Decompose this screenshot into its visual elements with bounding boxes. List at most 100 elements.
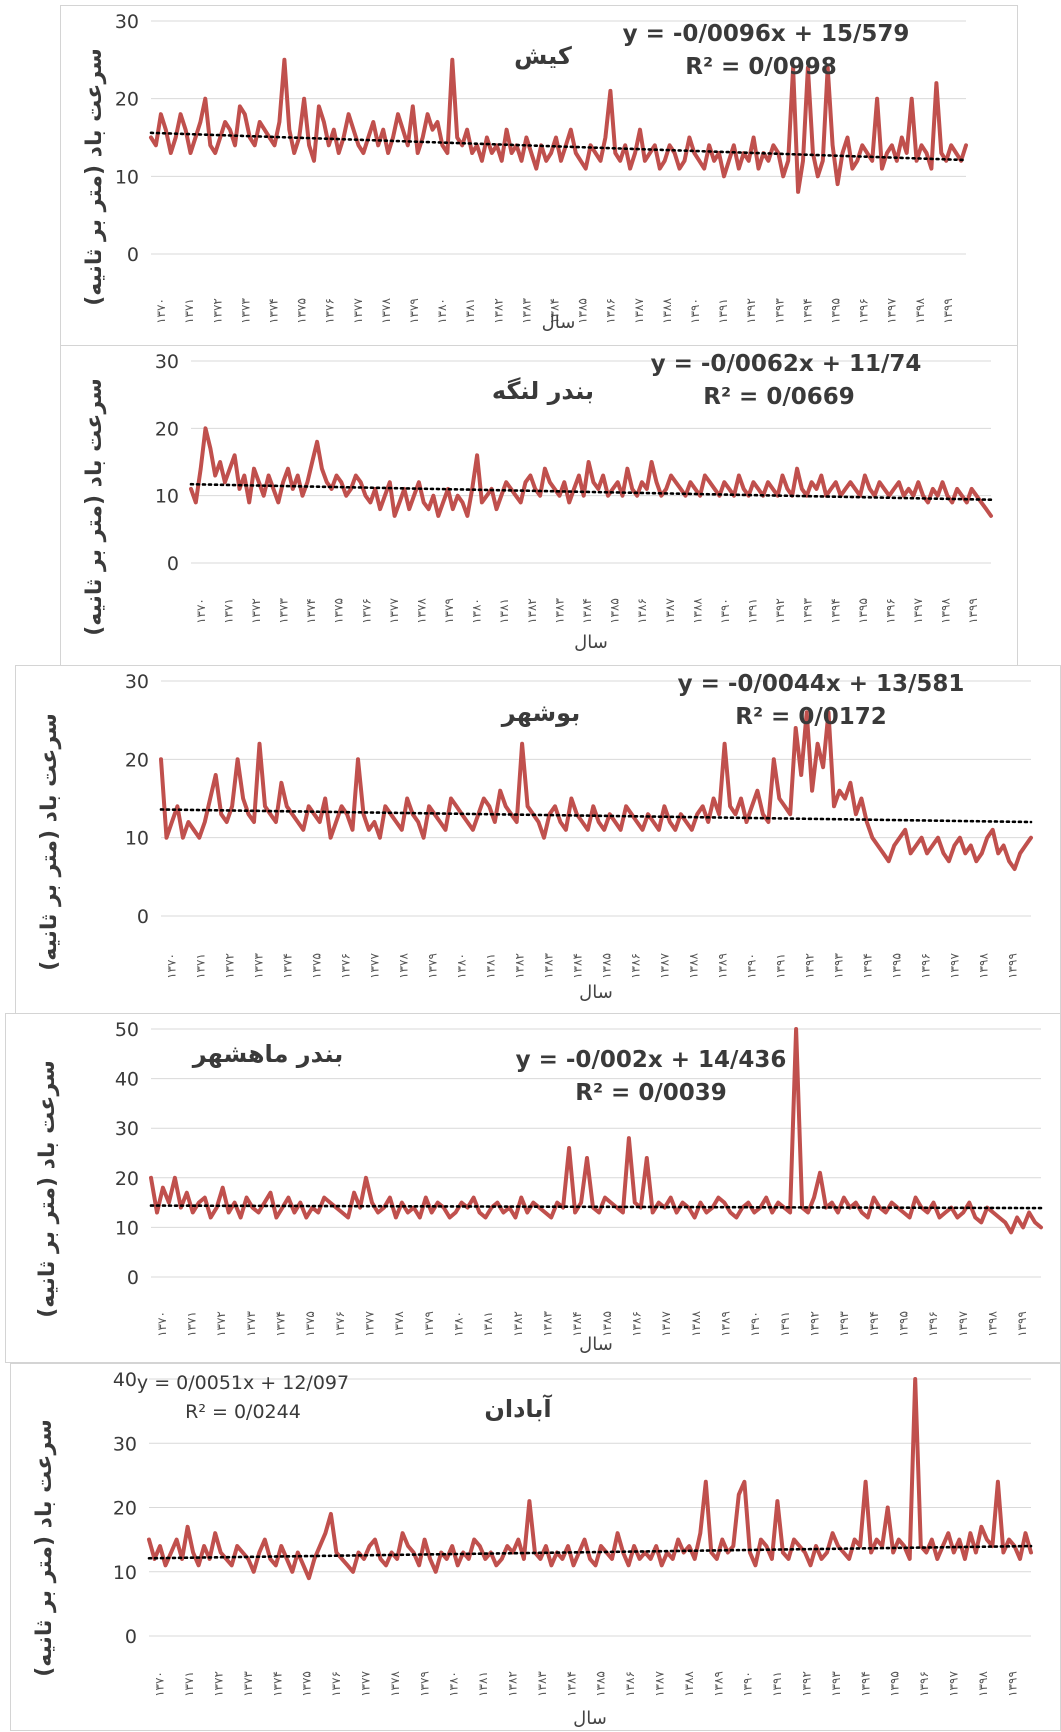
x-tick-label: ۱۳۹۵ — [829, 298, 843, 324]
x-tick-label: ۱۳۸۷ — [653, 1671, 667, 1697]
x-tick-label: ۱۳۸۶ — [635, 598, 649, 624]
x-tick-label: ۱۳۸۳ — [541, 1311, 555, 1337]
x-tick-label: ۱۳۷۰ — [155, 1311, 169, 1337]
x-tick-label: ۱۳۷۴ — [270, 1671, 284, 1697]
x-tick-label: ۱۳۸۰ — [455, 953, 469, 979]
x-tick-label: ۱۳۷۳ — [238, 298, 252, 324]
x-tick-label: ۱۳۸۹ — [711, 1671, 725, 1697]
station-title: آبادان — [484, 1394, 552, 1423]
x-tick-label: ۱۳۷۴ — [304, 598, 318, 624]
x-tick-label: ۱۳۹۷ — [885, 298, 899, 324]
x-tick-label: ۱۳۷۶ — [333, 1311, 347, 1337]
series-line — [147, 1377, 1033, 1581]
y-tick-label: 40 — [115, 1069, 139, 1091]
x-tick-label: ۱۳۷۰ — [153, 1671, 167, 1697]
x-tick-label: ۱۳۹۱ — [716, 298, 730, 324]
x-tick-label: ۱۳۸۶ — [629, 953, 643, 979]
x-tick-label: ۱۳۸۱ — [484, 953, 498, 979]
x-tick-label: ۱۳۹۰ — [718, 598, 732, 624]
x-tick-label: ۱۳۸۳ — [519, 298, 533, 324]
x-tick-label: ۱۳۸۳ — [535, 1671, 549, 1697]
x-tick-label: ۱۳۷۶ — [329, 1671, 343, 1697]
x-tick-label: ۱۳۸۰ — [452, 1311, 466, 1337]
x-tick-label: ۱۳۷۱ — [185, 1311, 199, 1337]
x-tick-label: ۱۳۷۹ — [426, 953, 440, 979]
y-tick-label: 10 — [115, 1217, 139, 1239]
y-tick-label: 0 — [137, 906, 149, 928]
x-tick-label: ۱۳۹۱ — [770, 1671, 784, 1697]
x-tick-label: ۱۳۸۷ — [659, 1311, 673, 1337]
x-tick-label: ۱۳۷۷ — [351, 298, 365, 324]
station-title: بوشهر — [501, 699, 580, 727]
y-tick-label: 40 — [113, 1369, 137, 1391]
y-tick-label: 10 — [115, 166, 139, 188]
x-tick-label: ۱۳۸۱ — [481, 1311, 495, 1337]
x-tick-label: ۱۳۸۹ — [716, 953, 730, 979]
x-tick-label: ۱۳۸۸ — [682, 1671, 696, 1697]
x-tick-label: ۱۳۸۳ — [552, 598, 566, 624]
x-tick-label: ۱۳۸۸ — [689, 1311, 703, 1337]
x-tick-label: ۱۳۷۲ — [223, 953, 237, 979]
series-line — [189, 426, 993, 518]
x-tick-label: ۱۳۸۴ — [570, 1311, 584, 1337]
y-axis-label: سرعت باد (متر بر ثانیه) — [37, 713, 62, 971]
y-axis-label: سرعت باد (متر بر ثانیه) — [82, 378, 107, 636]
x-tick-label: ۱۳۹۹ — [941, 298, 955, 324]
y-tick-label: 20 — [115, 89, 139, 111]
trend-line — [189, 482, 993, 502]
x-tick-label: ۱۳۹۵ — [890, 953, 904, 979]
series-line — [149, 57, 968, 194]
x-tick-label: ۱۳۹۴ — [867, 1311, 881, 1337]
x-tick-label: ۱۳۹۷ — [947, 1671, 961, 1697]
y-tick-label: 0 — [127, 1267, 139, 1289]
chart-panel-bandar-mahshahr: 0 10 20 30 40 50 ۱۳۷۰ ۱۳۷۱ ۱۳۷۲ ۱۳۷۳ ۱۳۷۴ ۱۳۷۵ ۱۳۷۶ ۱… — [5, 1013, 1061, 1363]
x-tick-label: ۱۳۹۸ — [977, 953, 991, 979]
x-tick-label: ۱۳۹۸ — [976, 1671, 990, 1697]
x-tick-label: ۱۳۹۲ — [808, 1311, 822, 1337]
x-tick-label: ۱۳۷۶ — [323, 298, 337, 324]
series-line — [159, 710, 1033, 871]
y-axis-label: سرعت باد (متر بر ثانیه) — [82, 48, 107, 306]
x-tick-label: ۱۳۸۶ — [630, 1311, 644, 1337]
y-tick-label: 30 — [155, 351, 179, 373]
trend-equation: y = 0/0051x + 12/097 — [137, 1372, 349, 1394]
x-tick-label: ۱۳۷۵ — [332, 598, 346, 624]
x-tick-label: ۱۳۸۰ — [447, 1671, 461, 1697]
x-tick-label: ۱۳۸۸ — [690, 598, 704, 624]
x-tick-label: ۱۳۹۲ — [800, 1671, 814, 1697]
y-tick-label: 0 — [127, 244, 139, 266]
x-tick-label: ۱۳۷۷ — [368, 953, 382, 979]
x-tick-label: ۱۳۷۸ — [397, 953, 411, 979]
x-tick-label: ۱۳۹۲ — [803, 953, 817, 979]
x-tick-label: ۱۳۹۴ — [861, 953, 875, 979]
r-squared-label: R² = 0/0669 — [703, 384, 855, 410]
x-tick-label: ۱۳۸۱ — [497, 598, 511, 624]
x-tick-label: ۱۳۹۳ — [801, 598, 815, 624]
x-tick-label: ۱۳۹۰ — [741, 1671, 755, 1697]
r-squared-label: R² = 0/0172 — [735, 704, 887, 730]
x-tick-label: ۱۳۷۵ — [295, 298, 309, 324]
x-tick-label: ۱۳۷۱ — [221, 598, 235, 624]
x-tick-label: ۱۳۹۵ — [888, 1671, 902, 1697]
x-tick-label: ۱۳۹۳ — [829, 1671, 843, 1697]
x-tick-label: ۱۳۸۸ — [660, 298, 674, 324]
x-tick-label: ۱۳۸۴ — [571, 953, 585, 979]
x-tick-label: ۱۳۷۵ — [310, 953, 324, 979]
x-tick-label: ۱۳۹۱ — [774, 953, 788, 979]
x-tick-label: ۱۳۷۲ — [212, 1671, 226, 1697]
x-tick-label: ۱۳۸۵ — [594, 1671, 608, 1697]
x-tick-label: ۱۳۸۵ — [576, 298, 590, 324]
x-tick-label: ۱۳۷۲ — [210, 298, 224, 324]
x-tick-label: ۱۳۹۴ — [800, 298, 814, 324]
y-tick-label: 10 — [125, 828, 149, 850]
x-tick-label: ۱۳۹۷ — [948, 953, 962, 979]
x-tick-label: ۱۳۷۴ — [266, 298, 280, 324]
x-tick-label: ۱۳۹۷ — [911, 598, 925, 624]
y-tick-label: 30 — [115, 11, 139, 33]
r-squared-label: R² = 0/0244 — [185, 1401, 301, 1423]
x-tick-label: ۱۳۹۲ — [773, 598, 787, 624]
y-tick-label: 20 — [155, 418, 179, 440]
trend-line — [147, 1544, 1033, 1560]
x-tick-label: ۱۳۹۲ — [744, 298, 758, 324]
x-tick-label: ۱۳۸۰ — [470, 598, 484, 624]
